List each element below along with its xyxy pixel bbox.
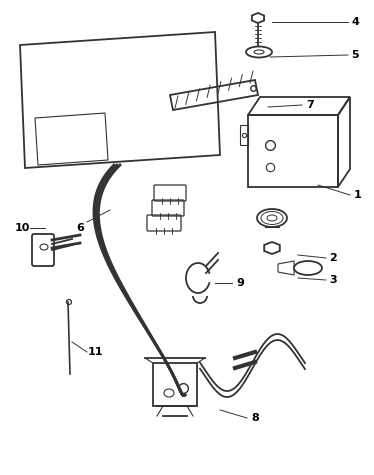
Text: 11: 11 [87, 347, 103, 357]
Text: 4: 4 [351, 17, 359, 27]
Text: 2: 2 [329, 253, 337, 263]
Text: 9: 9 [236, 278, 244, 288]
Text: 5: 5 [351, 50, 359, 60]
Text: 7: 7 [306, 100, 314, 110]
Text: 8: 8 [251, 413, 259, 423]
Text: 1: 1 [354, 190, 362, 200]
Text: 6: 6 [76, 223, 84, 233]
Text: 10: 10 [14, 223, 30, 233]
Text: 3: 3 [329, 275, 337, 285]
